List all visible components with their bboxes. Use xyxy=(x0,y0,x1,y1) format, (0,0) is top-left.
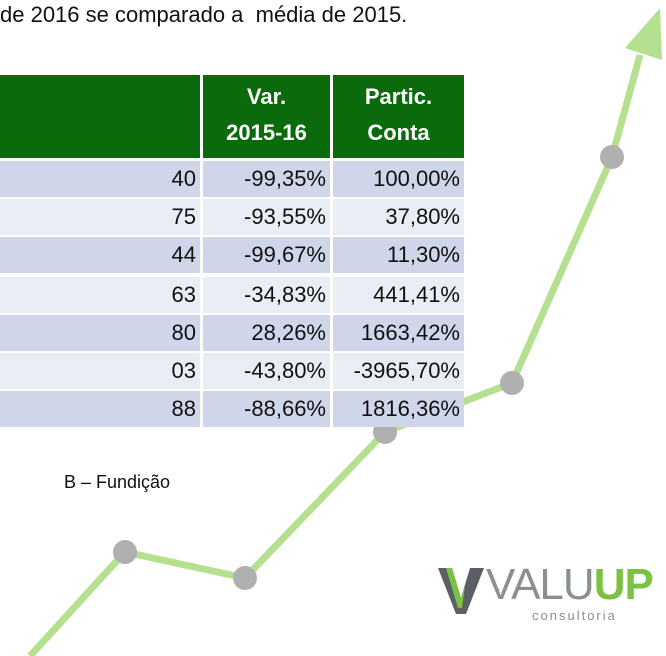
table-cell: 11,30% xyxy=(333,237,464,273)
table-cell: 44 xyxy=(0,237,200,273)
table-cell: 441,41% xyxy=(333,277,464,313)
table-cell: 1663,42% xyxy=(333,315,464,351)
table-cell: 80 xyxy=(0,315,200,351)
logo-name: VALUUP xyxy=(486,560,654,610)
header-cell: Var. 2015-16 xyxy=(203,75,330,158)
source-note: B – Fundição xyxy=(64,472,171,492)
table-cell: 28,26% xyxy=(203,315,330,351)
logo: VALUUP consultoria xyxy=(438,560,658,630)
table-cell: -3965,70% xyxy=(333,353,464,389)
table-cell: -93,55% xyxy=(203,199,330,235)
dot xyxy=(500,371,524,395)
table-cell: -99,67% xyxy=(203,237,330,273)
table-cell: -34,83% xyxy=(203,277,330,313)
table-cell: 37,80% xyxy=(333,199,464,235)
table-cell: 40 xyxy=(0,161,200,197)
table-cell: -99,35% xyxy=(203,161,330,197)
table-cell: -88,66% xyxy=(203,391,330,427)
logo-icon xyxy=(438,568,484,614)
dot xyxy=(113,540,137,564)
logo-name-b: UP xyxy=(593,560,654,609)
table-cell: 75 xyxy=(0,199,200,235)
table-cell: 1816,36% xyxy=(333,391,464,427)
header-cell xyxy=(0,75,200,158)
header-cell: Partic. Conta xyxy=(333,75,464,158)
logo-tagline: consultoria xyxy=(532,608,617,623)
table-cell: 100,00% xyxy=(333,161,464,197)
table-cell: 63 xyxy=(0,277,200,313)
intro-text: de 2016 se comparado a média de 2015. xyxy=(0,2,408,27)
table-cell: -43,80% xyxy=(203,353,330,389)
table-cell: 03 xyxy=(0,353,200,389)
arrow-head xyxy=(625,8,662,60)
dot xyxy=(600,145,624,169)
table-cell: 88 xyxy=(0,391,200,427)
logo-name-a: VALU xyxy=(486,560,595,609)
dot xyxy=(233,566,257,590)
